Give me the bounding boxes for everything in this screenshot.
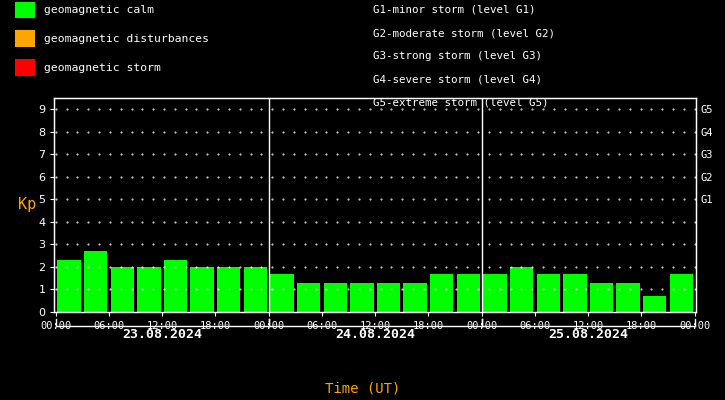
- Bar: [670, 274, 693, 312]
- Bar: [616, 283, 640, 312]
- Bar: [57, 260, 80, 312]
- Text: geomagnetic calm: geomagnetic calm: [44, 5, 154, 15]
- Bar: [563, 274, 587, 312]
- Text: 24.08.2024: 24.08.2024: [335, 328, 415, 341]
- Bar: [270, 274, 294, 312]
- Bar: [110, 267, 134, 312]
- Bar: [164, 260, 187, 312]
- Bar: [484, 274, 507, 312]
- Bar: [191, 267, 214, 312]
- Text: geomagnetic disturbances: geomagnetic disturbances: [44, 34, 209, 44]
- Bar: [84, 251, 107, 312]
- Text: G3-strong storm (level G3): G3-strong storm (level G3): [373, 51, 542, 61]
- Text: G5-extreme storm (level G5): G5-extreme storm (level G5): [373, 98, 549, 108]
- Bar: [403, 283, 427, 312]
- Text: G2-moderate storm (level G2): G2-moderate storm (level G2): [373, 28, 555, 38]
- Bar: [244, 267, 267, 312]
- Text: geomagnetic storm: geomagnetic storm: [44, 63, 160, 73]
- Bar: [350, 283, 373, 312]
- Bar: [536, 274, 560, 312]
- Bar: [297, 283, 320, 312]
- Text: 25.08.2024: 25.08.2024: [548, 328, 628, 341]
- Bar: [377, 283, 400, 312]
- Text: G1-minor storm (level G1): G1-minor storm (level G1): [373, 5, 536, 15]
- Bar: [589, 283, 613, 312]
- Text: Time (UT): Time (UT): [325, 382, 400, 396]
- Bar: [457, 274, 480, 312]
- Bar: [643, 296, 666, 312]
- Text: G4-severe storm (level G4): G4-severe storm (level G4): [373, 74, 542, 85]
- Y-axis label: Kp: Kp: [18, 198, 36, 212]
- Bar: [430, 274, 453, 312]
- Bar: [323, 283, 347, 312]
- Bar: [137, 267, 161, 312]
- Text: 23.08.2024: 23.08.2024: [123, 328, 202, 341]
- Bar: [510, 267, 534, 312]
- Bar: [217, 267, 241, 312]
